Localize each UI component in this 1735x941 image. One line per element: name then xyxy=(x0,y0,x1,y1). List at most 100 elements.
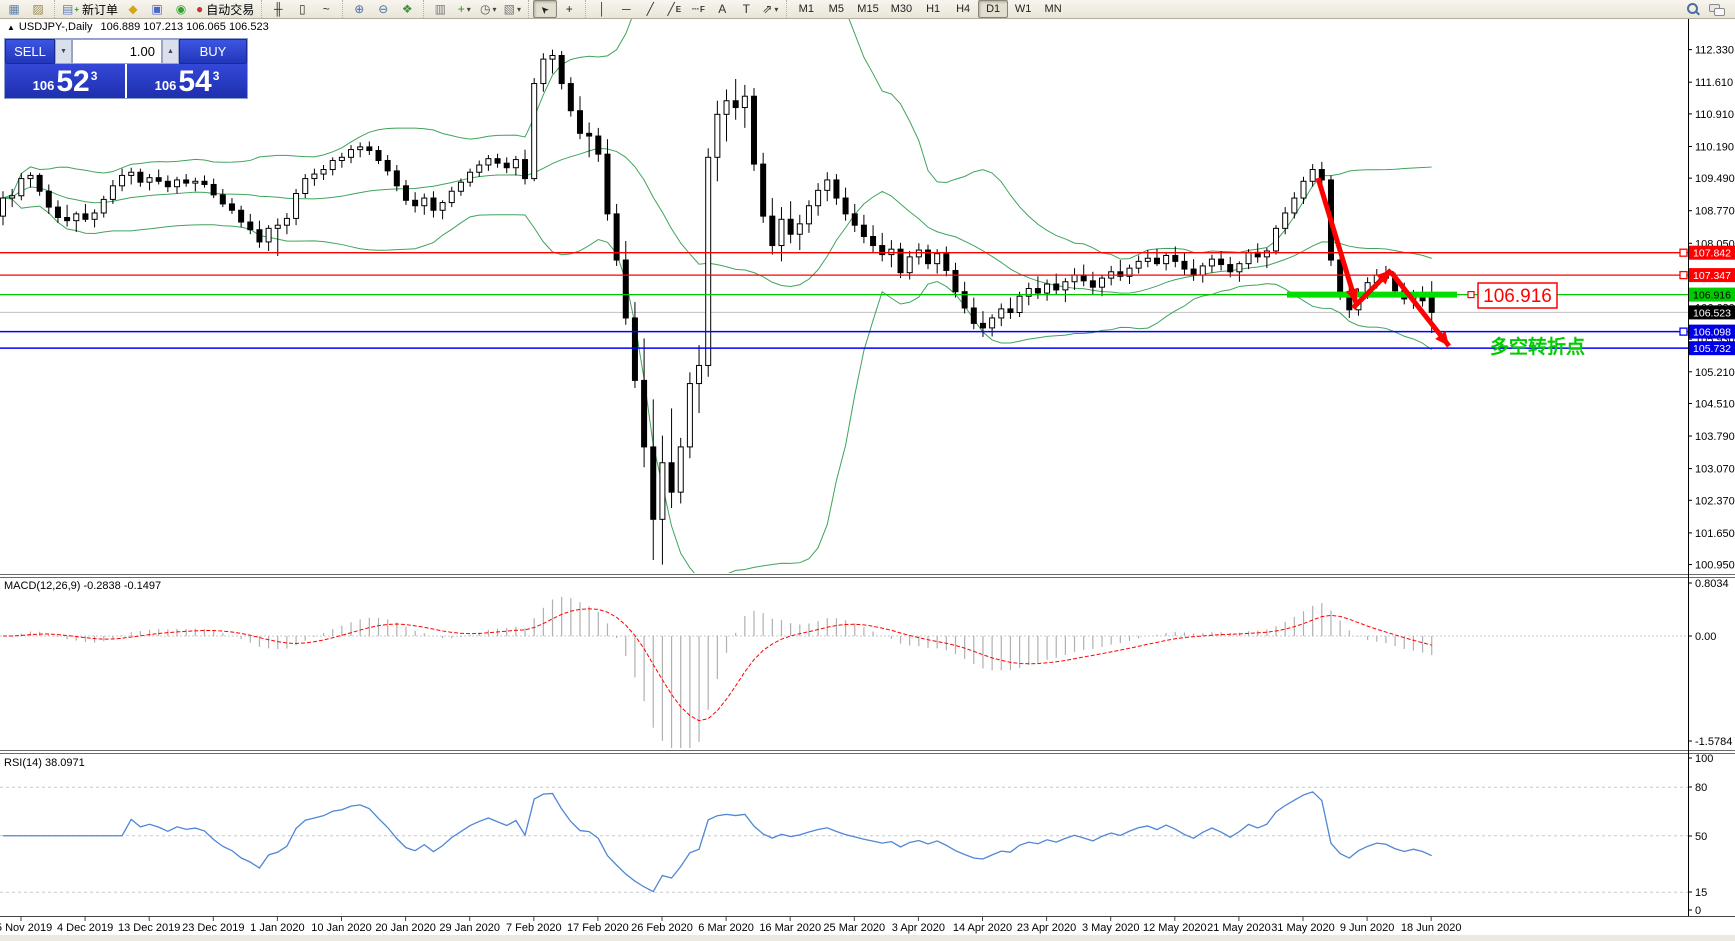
timeframe-h1-button[interactable]: H1 xyxy=(926,3,941,15)
bar-chart-button[interactable]: ╫ xyxy=(266,0,290,18)
timeframe-mn-button[interactable]: MN xyxy=(1044,3,1062,15)
candle-body xyxy=(1080,274,1087,282)
candle-body xyxy=(256,229,263,243)
timeframe-group: M1 M5 M15 M30 H1 H4 D1 W1 MN xyxy=(786,0,1070,18)
horizontal-line-tool-button[interactable]: ─ xyxy=(614,0,638,18)
templates-button[interactable]: ▧ ▾ xyxy=(500,0,524,18)
vertical-line-tool-button[interactable]: │ xyxy=(590,0,614,18)
collapse-panel-arrow-icon[interactable]: ▲ xyxy=(7,23,15,32)
candle-body xyxy=(677,446,684,493)
candle-body xyxy=(412,199,419,207)
line-handle[interactable] xyxy=(1679,270,1688,280)
search-icon[interactable] xyxy=(1686,2,1701,17)
timeframe-m5-button[interactable]: M5 xyxy=(828,3,844,15)
arrow-line-2[interactable] xyxy=(1389,270,1451,348)
horizontal-line-tool-icon: ─ xyxy=(622,2,631,16)
sell-price-button[interactable]: 106 52 3 xyxy=(5,64,127,98)
trendline-tool-button[interactable]: ╱ xyxy=(638,0,662,18)
line-handle[interactable] xyxy=(1679,327,1688,336)
price-callout-box[interactable] xyxy=(1477,282,1558,309)
templates-icon: ▧ xyxy=(503,2,515,16)
fibonacci-tool-button[interactable]: ┄ F xyxy=(686,0,710,18)
price-callout-text: 106.916 xyxy=(1483,286,1552,307)
new-chart-icon: ▦ xyxy=(8,2,20,16)
cursor-tool-button[interactable]: ➤ xyxy=(533,0,558,18)
candle-body xyxy=(815,189,822,207)
tile-windows-button[interactable]: ❖ xyxy=(395,0,419,18)
terminal-icon: ▣ xyxy=(151,2,163,16)
candle-body xyxy=(531,83,538,180)
callout-handle[interactable] xyxy=(1467,291,1475,299)
periods-button[interactable]: ◷ ▾ xyxy=(476,0,500,18)
arrow-line-0[interactable] xyxy=(1315,177,1359,304)
candlestick-chart-button[interactable]: ▯ xyxy=(290,0,314,18)
autotrading-button[interactable]: ● 自动交易 xyxy=(193,0,257,18)
line-chart-button[interactable]: ~ xyxy=(314,0,338,18)
arrows-tool-button[interactable]: ⇗ ▾ xyxy=(758,0,782,18)
volume-increase-button[interactable]: ▲ xyxy=(162,39,179,64)
candle-body xyxy=(283,217,290,226)
timeframe-h4-button[interactable]: H4 xyxy=(956,3,971,15)
candle-body xyxy=(1144,257,1151,262)
auto-arrange-icon: ▥ xyxy=(434,2,446,16)
candle-body xyxy=(540,58,547,85)
time-axis-label: 13 Dec 2019 xyxy=(118,922,180,934)
zoom-out-icon: ⊖ xyxy=(378,2,389,16)
crosshair-tool-button[interactable]: + xyxy=(557,0,581,18)
channel-tool-button[interactable]: ╱ E xyxy=(662,0,686,18)
terminal-button[interactable]: ▣ xyxy=(145,0,169,18)
candle-body xyxy=(522,159,529,180)
rsi-scale-label: 0 xyxy=(1695,905,1701,917)
price-axis-label: 104.510 xyxy=(1695,398,1735,410)
price-axis[interactable]: 112.330 111.610 110.910 110.190 109.490 108.7… xyxy=(1688,45,1735,917)
trend-arrows[interactable] xyxy=(1315,177,1451,348)
candle-body xyxy=(1282,212,1289,229)
line-handle[interactable] xyxy=(1679,248,1688,257)
chat-icon[interactable] xyxy=(1709,2,1725,16)
candle-body xyxy=(329,159,336,171)
profiles-button[interactable]: ▨ xyxy=(26,0,50,18)
turning-point-note[interactable]: 多空转折点 xyxy=(1490,335,1585,358)
volume-decrease-button[interactable]: ▼ xyxy=(55,39,72,64)
time-axis-label: 31 May 2020 xyxy=(1271,922,1335,934)
candle-body xyxy=(439,202,446,211)
candle-body xyxy=(934,253,941,265)
text-tool-button[interactable]: A xyxy=(710,0,734,18)
candle-body xyxy=(467,171,474,183)
candle-body xyxy=(705,156,712,366)
channel-tool-button-suffix-icon: E xyxy=(675,4,682,14)
timeframe-w1-button[interactable]: W1 xyxy=(1014,3,1032,15)
price-tag-text: 106.098 xyxy=(1693,327,1731,339)
sell-button[interactable]: SELL xyxy=(5,39,55,64)
candle-body xyxy=(631,317,638,381)
price-tag-text: 107.842 xyxy=(1693,248,1731,260)
signals-button[interactable]: ◉ xyxy=(169,0,193,18)
text-label-tool-button[interactable]: T xyxy=(734,0,758,18)
timeframe-m15-button[interactable]: M15 xyxy=(857,3,879,15)
candle-body xyxy=(1053,283,1060,291)
time-axis-label: 23 Apr 2020 xyxy=(1017,922,1076,934)
crosshair-tool-icon: + xyxy=(565,2,573,16)
zoom-out-button[interactable]: ⊖ xyxy=(371,0,395,18)
zoom-in-button[interactable]: ⊕ xyxy=(347,0,371,18)
candle-body xyxy=(137,171,144,183)
candle-body xyxy=(1172,255,1179,262)
timeframe-m1-button[interactable]: M1 xyxy=(798,3,814,15)
timeframe-m30-button[interactable]: M30 xyxy=(890,3,913,15)
history-center-button[interactable]: ◆ xyxy=(121,0,145,18)
new-order-button[interactable]: ▤ + 新订单 xyxy=(59,0,121,18)
buy-button[interactable]: BUY xyxy=(179,39,247,64)
new-chart-button[interactable]: ▦ xyxy=(2,0,26,18)
price-axis-label: 102.370 xyxy=(1695,495,1735,507)
candle-body xyxy=(1245,251,1252,265)
arrow-head-icon xyxy=(1435,330,1449,346)
timeframe-d1-button[interactable]: D1 xyxy=(978,0,1009,18)
buy-price-button[interactable]: 106 54 3 xyxy=(127,64,247,98)
auto-arrange-button[interactable]: ▥ xyxy=(428,0,452,18)
volume-input[interactable] xyxy=(72,39,162,64)
pane-borders xyxy=(0,19,1735,917)
candle-body xyxy=(750,95,757,165)
indicators-button[interactable]: + ▾ xyxy=(452,0,476,18)
